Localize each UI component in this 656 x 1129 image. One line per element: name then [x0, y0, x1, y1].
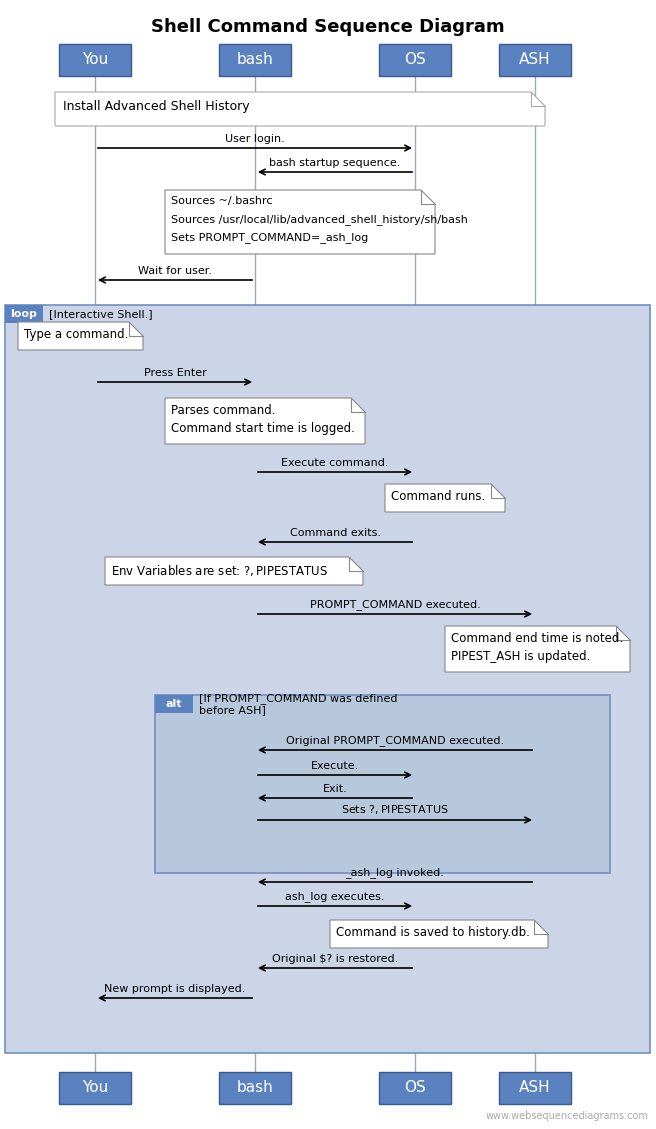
FancyBboxPatch shape — [5, 305, 650, 1053]
Text: Original PROMPT_COMMAND executed.: Original PROMPT_COMMAND executed. — [286, 735, 504, 746]
Text: ASH: ASH — [519, 53, 551, 68]
Text: www.websequencediagrams.com: www.websequencediagrams.com — [485, 1111, 648, 1121]
FancyBboxPatch shape — [499, 1073, 571, 1104]
Polygon shape — [105, 557, 363, 585]
Text: Execute command.: Execute command. — [281, 458, 389, 469]
Text: Wait for user.: Wait for user. — [138, 266, 212, 275]
Text: [If PROMPT_COMMAND was defined
before ASH]: [If PROMPT_COMMAND was defined before AS… — [199, 693, 398, 716]
FancyBboxPatch shape — [155, 695, 193, 714]
Polygon shape — [445, 625, 630, 672]
Text: Sets PROMPT_COMMAND=_ash_log: Sets PROMPT_COMMAND=_ash_log — [171, 231, 368, 243]
Text: [Interactive Shell.]: [Interactive Shell.] — [49, 309, 153, 320]
Text: Command is saved to history.db.: Command is saved to history.db. — [336, 926, 530, 939]
Text: Sources ~/.bashrc: Sources ~/.bashrc — [171, 196, 272, 205]
FancyBboxPatch shape — [59, 44, 131, 76]
Text: Execute.: Execute. — [311, 761, 359, 771]
Polygon shape — [385, 484, 505, 511]
FancyBboxPatch shape — [379, 1073, 451, 1104]
Text: bash: bash — [237, 1080, 274, 1095]
Text: Command start time is logged.: Command start time is logged. — [171, 422, 355, 435]
FancyBboxPatch shape — [219, 44, 291, 76]
Text: Original $? is restored.: Original $? is restored. — [272, 954, 398, 964]
Text: loop: loop — [10, 309, 37, 320]
Text: bash startup sequence.: bash startup sequence. — [270, 158, 401, 168]
Text: Command exits.: Command exits. — [289, 528, 380, 539]
Text: Type a command.: Type a command. — [24, 329, 129, 341]
Text: PROMPT_COMMAND executed.: PROMPT_COMMAND executed. — [310, 599, 480, 610]
Text: OS: OS — [404, 53, 426, 68]
Polygon shape — [330, 920, 548, 948]
Text: Shell Command Sequence Diagram: Shell Command Sequence Diagram — [151, 18, 505, 36]
Text: alt: alt — [166, 699, 182, 709]
Text: bash: bash — [237, 53, 274, 68]
Text: _ash_log invoked.: _ash_log invoked. — [346, 867, 444, 878]
Text: Command runs.: Command runs. — [391, 490, 485, 504]
Text: User login.: User login. — [225, 134, 285, 145]
Text: PIPEST_ASH is updated.: PIPEST_ASH is updated. — [451, 650, 590, 663]
Polygon shape — [18, 322, 143, 350]
Text: Install Advanced Shell History: Install Advanced Shell History — [63, 100, 250, 113]
Text: You: You — [82, 53, 108, 68]
Text: Parses command.: Parses command. — [171, 404, 276, 417]
Text: Env Variables are set: $?, $PIPESTATUS: Env Variables are set: $?, $PIPESTATUS — [111, 563, 328, 578]
Text: Exit.: Exit. — [323, 784, 348, 794]
Text: Press Enter: Press Enter — [144, 368, 207, 378]
FancyBboxPatch shape — [379, 44, 451, 76]
FancyBboxPatch shape — [155, 695, 610, 873]
Text: ASH: ASH — [519, 1080, 551, 1095]
Text: Sources /usr/local/lib/advanced_shell_history/sh/bash: Sources /usr/local/lib/advanced_shell_hi… — [171, 215, 468, 225]
Text: You: You — [82, 1080, 108, 1095]
Text: Sets $?, $PIPESTATUS: Sets $?, $PIPESTATUS — [341, 803, 449, 816]
Text: New prompt is displayed.: New prompt is displayed. — [104, 984, 246, 994]
FancyBboxPatch shape — [59, 1073, 131, 1104]
Text: ash_log executes.: ash_log executes. — [285, 891, 385, 902]
Polygon shape — [55, 91, 545, 126]
Text: OS: OS — [404, 1080, 426, 1095]
FancyBboxPatch shape — [5, 305, 43, 323]
Text: Command end time is noted.: Command end time is noted. — [451, 632, 623, 645]
FancyBboxPatch shape — [219, 1073, 291, 1104]
Polygon shape — [165, 190, 435, 254]
Polygon shape — [165, 399, 365, 444]
FancyBboxPatch shape — [499, 44, 571, 76]
